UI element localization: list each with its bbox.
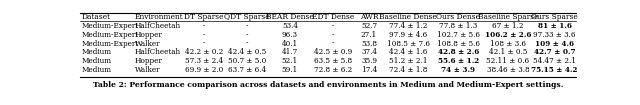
Text: 63.7 ± 6.4: 63.7 ± 6.4 (228, 66, 266, 74)
Text: Ours Dense: Ours Dense (436, 13, 480, 21)
Text: Dataset: Dataset (82, 13, 111, 21)
Text: Walker: Walker (134, 40, 160, 48)
Text: 52.7: 52.7 (361, 22, 377, 30)
Text: Baseline Dense: Baseline Dense (380, 13, 437, 21)
Text: 97.9 ± 4.6: 97.9 ± 4.6 (389, 31, 428, 39)
Text: -: - (203, 22, 205, 30)
Text: -: - (246, 31, 248, 39)
Text: 38.46 ± 3.8: 38.46 ± 3.8 (486, 66, 529, 74)
Text: 108 ± 3.6: 108 ± 3.6 (490, 40, 526, 48)
Text: Walker: Walker (134, 66, 160, 74)
Text: 55.6 ± 1.2: 55.6 ± 1.2 (438, 57, 479, 65)
Text: 75.15 ± 4.2: 75.15 ± 4.2 (531, 66, 578, 74)
Text: Medium: Medium (82, 57, 112, 65)
Text: Environment: Environment (134, 13, 183, 21)
Text: 102.7 ± 5.6: 102.7 ± 5.6 (436, 31, 479, 39)
Text: 42.8 ± 2.6: 42.8 ± 2.6 (438, 49, 479, 56)
Text: Hopper: Hopper (134, 57, 162, 65)
Text: HalfCheetah: HalfCheetah (134, 22, 180, 30)
Text: 67 ± 1.2: 67 ± 1.2 (492, 22, 524, 30)
Text: 42.1 ± 0.5: 42.1 ± 0.5 (489, 49, 527, 56)
Text: Medium-Expert: Medium-Expert (82, 40, 139, 48)
Text: 42.7 ± 0.7: 42.7 ± 0.7 (534, 49, 575, 56)
Text: 42.4 ± 0.5: 42.4 ± 0.5 (228, 49, 266, 56)
Text: 72.4 ± 1.8: 72.4 ± 1.8 (389, 66, 428, 74)
Text: 108.5 ± 7.6: 108.5 ± 7.6 (387, 40, 430, 48)
Text: -: - (332, 22, 334, 30)
Text: 42.4 ± 1.6: 42.4 ± 1.6 (389, 49, 428, 56)
Text: Medium-Expert: Medium-Expert (82, 22, 139, 30)
Text: 17.4: 17.4 (361, 66, 377, 74)
Text: 81 ± 1.6: 81 ± 1.6 (538, 22, 572, 30)
Text: 63.5 ± 5.8: 63.5 ± 5.8 (314, 57, 352, 65)
Text: 69.9 ± 2.0: 69.9 ± 2.0 (185, 66, 223, 74)
Text: 52.11 ± 0.6: 52.11 ± 0.6 (486, 57, 529, 65)
Text: 52.1: 52.1 (282, 57, 298, 65)
Text: -: - (246, 40, 248, 48)
Text: 109 ± 4.6: 109 ± 4.6 (535, 40, 574, 48)
Text: AWR: AWR (360, 13, 378, 21)
Text: 41.7: 41.7 (282, 49, 298, 56)
Text: 108.8 ± 5.6: 108.8 ± 5.6 (436, 40, 479, 48)
Text: 42.5 ± 0.9: 42.5 ± 0.9 (314, 49, 352, 56)
Text: 74 ± 3.9: 74 ± 3.9 (441, 66, 475, 74)
Text: Hopper: Hopper (134, 31, 162, 39)
Text: 59.1: 59.1 (282, 66, 298, 74)
Text: 106.2 ± 2.6: 106.2 ± 2.6 (485, 31, 531, 39)
Text: 35.9: 35.9 (361, 57, 377, 65)
Text: EDT Dense: EDT Dense (312, 13, 354, 21)
Text: QDT Sparse: QDT Sparse (224, 13, 269, 21)
Text: 96.3: 96.3 (282, 31, 298, 39)
Text: -: - (203, 31, 205, 39)
Text: HalfCheetah: HalfCheetah (134, 49, 180, 56)
Text: 97.33 ± 3.6: 97.33 ± 3.6 (533, 31, 576, 39)
Text: Medium-Expert: Medium-Expert (82, 31, 139, 39)
Text: Baseline Sparse: Baseline Sparse (478, 13, 538, 21)
Text: Medium: Medium (82, 66, 112, 74)
Text: -: - (203, 40, 205, 48)
Text: 27.1: 27.1 (361, 31, 377, 39)
Text: 77.4 ± 1.2: 77.4 ± 1.2 (389, 22, 428, 30)
Text: 53.8: 53.8 (361, 40, 377, 48)
Text: 72.8 ± 6.2: 72.8 ± 6.2 (314, 66, 352, 74)
Text: 51.2 ± 2.1: 51.2 ± 2.1 (389, 57, 428, 65)
Text: Medium: Medium (82, 49, 112, 56)
Text: 40.1: 40.1 (282, 40, 298, 48)
Text: Ours Sparse: Ours Sparse (531, 13, 578, 21)
Text: BEAR Dense: BEAR Dense (266, 13, 314, 21)
Text: 42.2 ± 0.2: 42.2 ± 0.2 (185, 49, 223, 56)
Text: DT Sparse: DT Sparse (184, 13, 223, 21)
Text: 54.47 ± 2.1: 54.47 ± 2.1 (533, 57, 576, 65)
Text: 50.7 ± 5.0: 50.7 ± 5.0 (228, 57, 266, 65)
Text: 53.4: 53.4 (282, 22, 298, 30)
Text: 57.3 ± 2.4: 57.3 ± 2.4 (185, 57, 223, 65)
Text: Table 2: Performance comparison across datasets and environments in Medium and M: Table 2: Performance comparison across d… (93, 81, 563, 89)
Text: -: - (246, 22, 248, 30)
Text: -: - (332, 31, 334, 39)
Text: 77.8 ± 1.3: 77.8 ± 1.3 (439, 22, 477, 30)
Text: -: - (332, 40, 334, 48)
Text: 37.4: 37.4 (361, 49, 377, 56)
